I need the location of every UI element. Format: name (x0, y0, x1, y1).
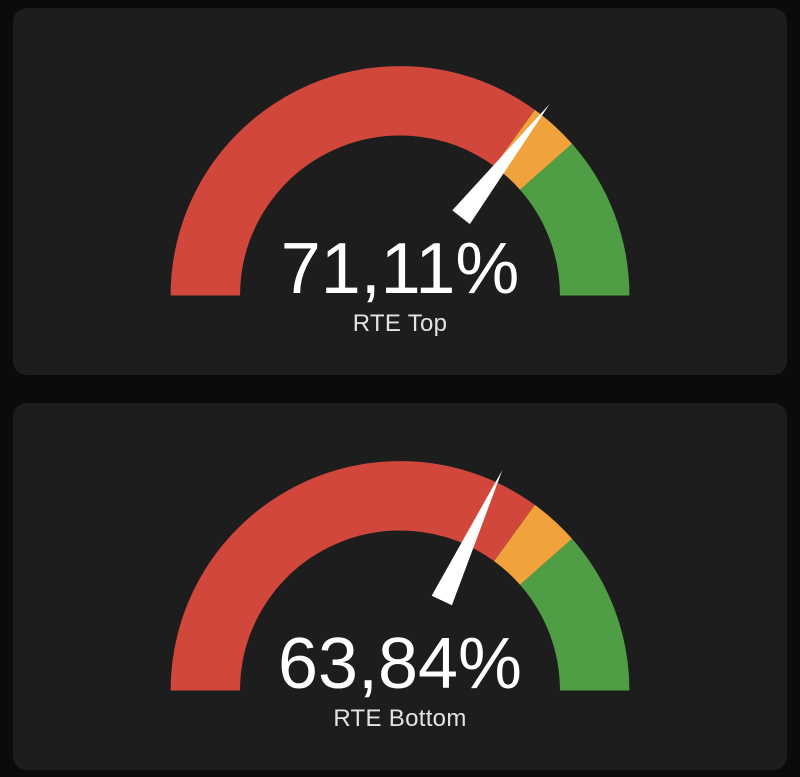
gauge-segment (170, 461, 535, 692)
gauge-segment (170, 66, 535, 297)
gauge-segment (493, 109, 573, 191)
gauge-value: 63,84% (278, 624, 522, 703)
gauge-value: 71,11% (281, 229, 520, 308)
gauge-segment (493, 504, 573, 586)
gauge-segment (519, 538, 630, 692)
gauge-label: RTE Bottom (333, 704, 467, 732)
gauge-needle (431, 470, 503, 606)
gauge-segment (519, 143, 630, 297)
gauge-chart-rte-top: 71,11% (170, 66, 630, 308)
gauge-chart-rte-bottom: 63,84% (170, 461, 630, 703)
gauge-card-rte-bottom[interactable]: 63,84% RTE Bottom (13, 403, 787, 770)
gauge-needle (452, 104, 550, 225)
gauge-label: RTE Top (352, 309, 448, 337)
gauge-card-rte-top[interactable]: 71,11% RTE Top (13, 8, 787, 375)
